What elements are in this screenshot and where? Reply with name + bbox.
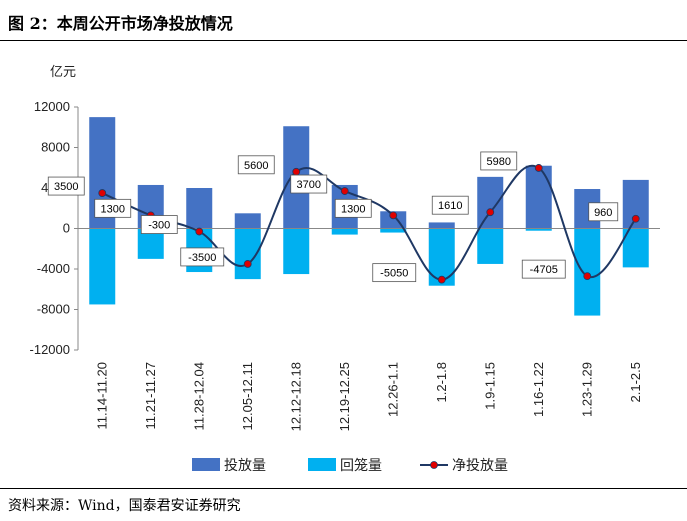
legend-label: 净投放量 xyxy=(452,458,508,474)
x-tick-label: 12.26-1.1 xyxy=(385,362,400,417)
data-label: 5600 xyxy=(244,160,268,172)
data-label: 5980 xyxy=(487,156,511,168)
net-injection-chart: 亿元 12000800040000-4000-8000-12000 11.14-… xyxy=(30,65,660,474)
net-injection-point xyxy=(292,167,301,176)
net-injection-point xyxy=(437,275,446,284)
data-label-box xyxy=(334,198,372,218)
x-tick-label: 1.9-1.15 xyxy=(482,362,497,410)
y-tick-label: -12000 xyxy=(30,342,70,357)
data-label-box xyxy=(480,151,518,171)
injection-bar xyxy=(525,165,552,229)
y-tick-label: 8000 xyxy=(41,140,70,155)
withdrawal-bar xyxy=(477,228,504,264)
figure-title: 图 2：本周公开市场净投放情况 xyxy=(8,14,233,33)
source-note: 资料来源：Wind，国泰君安证券研究 xyxy=(8,498,241,514)
withdrawal-bar xyxy=(574,228,601,316)
data-label-box xyxy=(431,195,469,215)
data-label: 3700 xyxy=(297,179,321,191)
legend-item-1: 投放量 xyxy=(192,458,266,474)
x-tick-label: 1.2-1.8 xyxy=(434,362,449,402)
data-label: 1610 xyxy=(438,200,462,212)
legend-swatch xyxy=(192,458,220,471)
data-label-box xyxy=(140,215,178,234)
injection-bar xyxy=(186,188,213,229)
y-tick-label: 12000 xyxy=(34,99,70,114)
net-injection-point xyxy=(534,164,543,172)
withdrawal-bar xyxy=(283,228,310,275)
x-tick-label: 12.19-12.25 xyxy=(337,362,352,431)
y-axis-unit-label: 亿元 xyxy=(50,65,76,80)
data-label: -300 xyxy=(148,220,170,232)
data-label: -4705 xyxy=(530,264,558,276)
legend-marker xyxy=(430,461,438,469)
legend-label: 回笼量 xyxy=(340,457,382,474)
data-label: 960 xyxy=(594,207,612,219)
data-label-box xyxy=(588,202,619,222)
legend-item-3: 净投放量 xyxy=(420,458,508,474)
net-injection-point xyxy=(389,211,398,220)
data-label-box xyxy=(180,247,225,267)
y-tick-label: 0 xyxy=(63,221,70,236)
x-tick-label: 2.1-2.5 xyxy=(628,362,643,402)
data-label: -3500 xyxy=(188,252,216,264)
x-tick-label: 1.23-1.29 xyxy=(579,362,594,417)
legend-swatch xyxy=(308,458,336,471)
net-injection-point xyxy=(243,260,252,268)
data-label: 3500 xyxy=(54,181,78,193)
withdrawal-bar xyxy=(331,228,358,235)
net-injection-point xyxy=(583,272,592,281)
y-tick-label: -4000 xyxy=(37,261,70,276)
data-label: 1300 xyxy=(341,203,365,215)
x-tick-label: 12.05-12.11 xyxy=(240,362,255,430)
x-tick-label: 11.28-12.04 xyxy=(191,362,206,430)
injection-bar xyxy=(428,222,455,229)
bottom-rule xyxy=(0,488,687,489)
x-tick-label: 12.12-12.18 xyxy=(288,362,303,431)
injection-bar xyxy=(234,213,261,229)
net-injection-point xyxy=(195,227,204,236)
net-injection-point xyxy=(631,214,640,223)
data-label-box xyxy=(290,174,328,194)
legend-label: 投放量 xyxy=(224,458,266,474)
legend-item-2: 回笼量 xyxy=(308,457,382,474)
x-tick-label: 1.16-1.22 xyxy=(531,362,546,417)
data-label: 1300 xyxy=(101,203,125,215)
data-label-box xyxy=(94,198,132,218)
data-label-box xyxy=(521,259,566,279)
withdrawal-bar xyxy=(525,228,552,231)
net-injection-point xyxy=(486,208,495,217)
top-rule xyxy=(0,40,687,41)
withdrawal-bar xyxy=(89,228,116,305)
net-injection-point xyxy=(340,187,349,195)
withdrawal-bar xyxy=(380,228,407,233)
data-label-box xyxy=(372,263,417,283)
injection-bar xyxy=(477,176,504,229)
data-label: -5050 xyxy=(380,268,408,280)
x-tick-label: 11.14-11.20 xyxy=(94,362,109,429)
x-tick-label: 11.21-11.27 xyxy=(143,362,158,429)
net-injection-point xyxy=(98,189,107,197)
data-label-box xyxy=(47,176,85,196)
y-tick-label: -8000 xyxy=(37,302,70,317)
data-label-box xyxy=(237,155,275,175)
